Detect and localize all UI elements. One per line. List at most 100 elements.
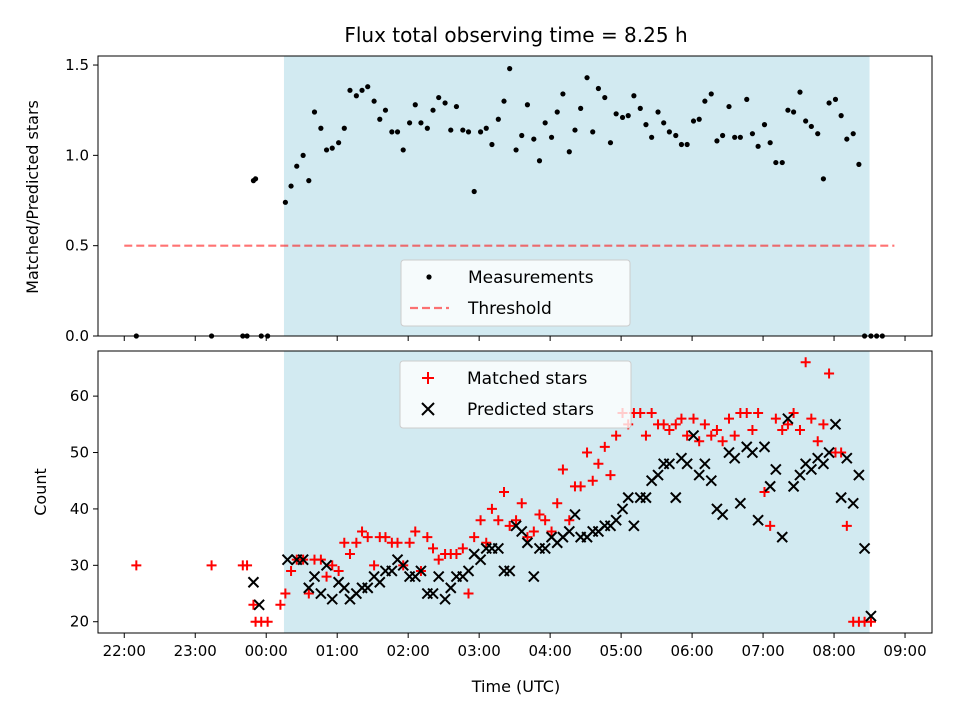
matched-star-point [836,447,847,458]
predicted-star-point [281,553,294,566]
chart-title: Flux total observing time = 8.25 h [344,23,687,47]
matched-star-point [303,588,314,599]
measurement-point [436,94,442,101]
matched-star-point [777,424,788,435]
legend-label: Predicted stars [467,400,594,420]
measurement-point [306,178,312,184]
measurement-point [602,94,608,101]
predicted-star-point [569,508,581,521]
measurement-point [613,111,619,117]
predicted-star-point [746,446,759,459]
matched-star-point [865,616,876,627]
matched-star-point [410,526,421,537]
predicted-star-point [841,452,853,464]
matched-star-point [333,565,344,576]
predicted-star-point [427,587,439,600]
legend-box [400,259,631,327]
x-tick-label: 03:00 [458,642,501,660]
measurement-point [536,158,543,164]
matched-star-point [800,357,811,368]
matched-star-point [528,526,539,537]
measurement-point [442,100,448,106]
predicted-star-point [610,514,622,526]
measurement-point [501,98,507,104]
matched-star-point [242,560,253,571]
measurement-point [696,116,702,122]
predicted-star-point [865,610,877,622]
measurement-point [394,129,401,135]
measurement-point [578,105,584,111]
top-y-tick-label: 1.0 [65,146,89,164]
measurement-point [424,125,430,131]
matched-star-point [493,515,504,526]
matched-star-point [635,408,646,419]
measurement-point [619,114,626,121]
matched-star-point [469,532,480,543]
measurement-point [483,125,489,131]
matched-star-point [694,436,705,447]
x-tick-label: 02:00 [387,642,430,660]
matched-star-point [522,532,533,543]
measurement-point [465,129,472,135]
top-y-tick-label: 0.5 [65,237,89,255]
matched-star-point [315,554,326,565]
matched-star-point [759,487,770,497]
predicted-star-point [628,520,640,532]
predicted-star-point [462,565,475,577]
matched-star-point [321,571,332,582]
matched-star-point [380,532,391,543]
predicted-star-point [734,497,747,509]
predicted-star-point [320,559,333,572]
matched-star-point [582,447,593,458]
predicted-star-point [758,441,771,453]
predicted-star-point [764,480,776,493]
x-tick-label: 06:00 [670,642,713,660]
x-tick-label: 01:00 [316,642,359,660]
predicted-star-point [699,458,711,470]
matched-star-point [262,616,273,627]
measurement-point [678,141,685,148]
measurement-point [300,152,306,158]
top-panel: 0.0 0.5 1.0 1.5 Measurements Threshold [65,55,933,345]
measurement-point [714,138,720,144]
measurement-point [785,107,791,113]
predicted-star-point [253,599,265,611]
legend-marker-dot [426,274,432,280]
matched-star-point [475,515,486,526]
predicted-star-point [474,553,487,566]
matched-star-point [711,424,722,435]
predicted-star-point [716,508,729,521]
measurement-point [655,109,661,115]
predicted-star-point [787,480,800,493]
measurement-point [808,123,814,130]
predicted-star-point [326,593,338,605]
bottom-legend: Matched stars Predicted stars [399,360,632,429]
matched-star-point [275,599,286,610]
measurement-point [631,93,637,99]
predicted-star-point [670,491,682,504]
x-tick-label: 05:00 [599,642,642,660]
predicted-star-point [770,463,782,476]
measurement-point [477,129,484,135]
measurement-point [673,132,679,139]
matched-star-point [357,526,368,537]
predicted-star-point [445,582,457,594]
matched-star-point [344,549,355,560]
matched-star-point [339,537,350,548]
measurement-point [418,120,424,126]
matched-star-point [599,441,610,452]
predicted-star-point [338,582,351,594]
measurement-point [382,107,389,113]
legend-box [399,360,632,429]
matched-star-point [741,408,752,419]
matched-star-point [504,520,515,531]
measurement-point [453,103,460,110]
measurement-point [542,120,548,126]
matched-star-point [540,515,551,526]
predicted-star-point [858,542,871,555]
matched-star-point [724,413,735,424]
predicted-star-point [805,463,818,476]
measurement-point [531,136,537,142]
matched-star-point [404,537,415,548]
